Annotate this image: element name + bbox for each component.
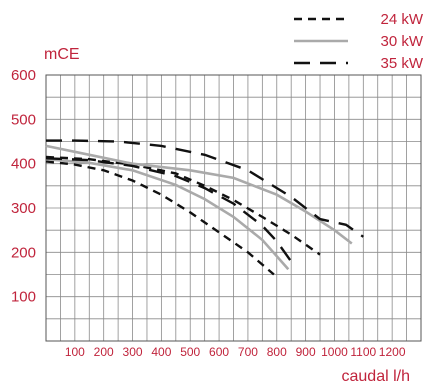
legend-item: 24 kW [294, 11, 424, 28]
y-tick-label: 600 [11, 67, 36, 84]
series-line-35-kw-long-dash [45, 157, 296, 267]
y-axis-title: mCE [44, 46, 80, 63]
plot-frame [45, 74, 422, 342]
y-tick-labels: 100 200 300 400 500 600 [11, 67, 36, 306]
x-tick-label: 800 [267, 345, 287, 359]
x-tick-label: 500 [180, 345, 200, 359]
y-tick-label: 200 [11, 244, 36, 261]
x-tick-label: 900 [296, 345, 316, 359]
x-tick-label: 1100 [350, 345, 376, 359]
series-line-24-kw-short-dash [45, 160, 275, 276]
y-tick-label: 500 [11, 111, 36, 128]
series-line-30-kw-solid [45, 157, 290, 271]
x-axis-title: caudal l/h [342, 368, 411, 383]
series-line-30-kw-solid [45, 144, 353, 245]
y-tick-label: 300 [11, 200, 36, 217]
x-tick-label: 100 [65, 345, 85, 359]
legend-label: 35 kW [380, 55, 423, 72]
x-tick-label: 200 [94, 345, 114, 359]
x-tick-label: 1200 [379, 345, 406, 359]
x-tick-label: 400 [151, 345, 171, 359]
x-tick-label: 700 [238, 345, 258, 359]
x-tick-label: 300 [123, 345, 143, 359]
legend-label: 24 kW [380, 11, 423, 28]
series-layer [45, 139, 364, 276]
legend-label: 30 kW [380, 33, 423, 50]
y-tick-label: 400 [11, 156, 36, 173]
series-line-24-kw-short-dash [45, 155, 321, 256]
grid [46, 75, 422, 341]
y-tick-label: 100 [11, 289, 36, 306]
x-tick-label: 1000 [321, 345, 348, 359]
legend-item: 35 kW [294, 55, 424, 72]
legend: 24 kW 30 kW 35 kW [294, 11, 424, 72]
legend-item: 30 kW [294, 33, 424, 50]
x-tick-label: 600 [209, 345, 229, 359]
x-tick-labels: 100 200 300 400 500 600 700 800 900 1000 1100 1200 [65, 345, 406, 359]
series-line-35-kw-long-dash [46, 139, 364, 238]
